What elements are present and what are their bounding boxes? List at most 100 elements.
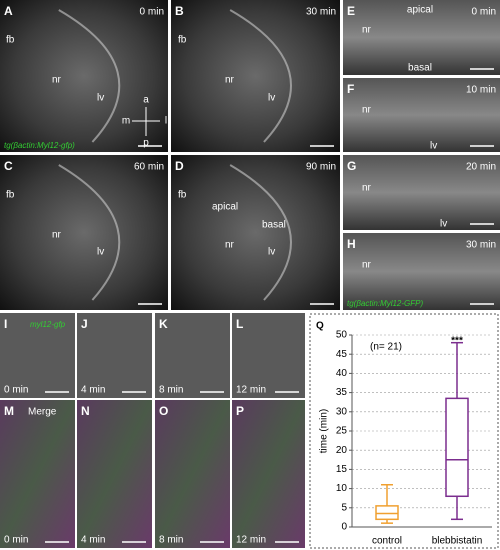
- micrograph: [77, 313, 152, 398]
- box: [375, 505, 399, 521]
- micrograph: [232, 313, 305, 398]
- time-label: 0 min: [4, 385, 28, 396]
- panel-letter: C: [4, 159, 13, 173]
- panel-letter: E: [347, 4, 355, 18]
- region-label: lv: [430, 141, 437, 152]
- time-label: 0 min: [472, 7, 496, 18]
- y-tick-label: 25: [336, 426, 348, 437]
- panel-letter: A: [4, 4, 13, 18]
- region-label: nr: [362, 260, 372, 271]
- region-label: nr: [225, 75, 235, 86]
- region-label: lv: [268, 247, 275, 258]
- genotype-label: tg(βactin:Myl12-gfp): [4, 141, 75, 150]
- micrograph: [343, 0, 500, 75]
- region-label: nr: [52, 75, 62, 86]
- panel-letter: L: [236, 317, 243, 331]
- panel-letter: O: [159, 404, 168, 418]
- micrograph: [343, 78, 500, 152]
- y-tick-label: 50: [336, 330, 348, 341]
- tissue-outline: [58, 164, 121, 301]
- time-label: 90 min: [306, 162, 336, 173]
- y-tick-label: 40: [336, 368, 348, 379]
- y-tick-label: 35: [336, 387, 348, 398]
- region-label: myl12-gfp: [30, 320, 66, 329]
- y-tick-label: 0: [341, 522, 347, 533]
- micrograph: [343, 155, 500, 230]
- y-tick-label: 5: [341, 502, 347, 513]
- x-tick-label: blebbistatin: [432, 536, 483, 547]
- micrograph: [0, 155, 168, 310]
- panel-letter: I: [4, 317, 7, 331]
- time-label: 8 min: [159, 385, 183, 396]
- panel-letter: K: [159, 317, 168, 331]
- tissue-outline: [58, 9, 121, 143]
- panel-letter: P: [236, 404, 244, 418]
- micrograph: [0, 313, 75, 398]
- tissue-outline: [229, 164, 292, 301]
- panel-letter: B: [175, 4, 184, 18]
- x-tick-label: control: [372, 536, 402, 547]
- region-label: fb: [178, 35, 187, 46]
- genotype-label: tg(βactin:Myl12-GFP): [347, 299, 423, 308]
- panel-letter: G: [347, 159, 356, 173]
- region-label: nr: [362, 183, 372, 194]
- micrograph: [171, 0, 340, 152]
- micrograph: [171, 155, 340, 310]
- region-label: Merge: [28, 407, 57, 418]
- region-label: p: [143, 138, 149, 149]
- y-tick-label: 15: [336, 464, 348, 475]
- time-label: 30 min: [466, 240, 496, 251]
- region-label: lv: [440, 219, 447, 230]
- micrograph: [155, 400, 230, 548]
- y-tick-label: 30: [336, 406, 348, 417]
- region-label: nr: [225, 240, 235, 251]
- region-label: lv: [97, 93, 104, 104]
- time-label: 12 min: [236, 385, 266, 396]
- panel-letter: Q: [316, 321, 324, 332]
- region-label: m: [122, 116, 130, 127]
- region-label: basal: [262, 220, 286, 231]
- y-tick-label: 10: [336, 483, 348, 494]
- time-label: 12 min: [236, 535, 266, 546]
- time-label: 0 min: [140, 7, 164, 18]
- region-label: lv: [97, 247, 104, 258]
- time-label: 30 min: [306, 7, 336, 18]
- region-label: fb: [178, 190, 187, 201]
- panel-letter: N: [81, 404, 90, 418]
- y-axis-label: time (min): [319, 409, 330, 453]
- y-tick-label: 20: [336, 445, 348, 456]
- panel-letter: M: [4, 404, 14, 418]
- micrograph: [77, 400, 152, 548]
- region-label: l: [165, 116, 167, 127]
- time-label: 4 min: [81, 535, 105, 546]
- panel-letter: J: [81, 317, 88, 331]
- time-label: 20 min: [466, 162, 496, 173]
- region-label: nr: [362, 25, 372, 36]
- annotation: ***: [451, 336, 463, 347]
- micrograph: [0, 400, 75, 548]
- time-label: 8 min: [159, 535, 183, 546]
- y-tick-label: 45: [336, 349, 348, 360]
- panel-letter: H: [347, 237, 356, 251]
- time-label: 60 min: [134, 162, 164, 173]
- panel-letter: D: [175, 159, 184, 173]
- time-label: 0 min: [4, 535, 28, 546]
- micrograph: [232, 400, 305, 548]
- micrograph: [155, 313, 230, 398]
- micrograph: [0, 0, 168, 152]
- region-label: nr: [52, 230, 62, 241]
- region-label: nr: [362, 105, 372, 116]
- region-label: fb: [6, 35, 15, 46]
- box: [445, 397, 469, 498]
- region-label: apical: [407, 5, 433, 16]
- region-label: apical: [212, 202, 238, 213]
- annotation: (n= 21): [370, 342, 402, 353]
- tissue-outline: [229, 9, 292, 143]
- region-label: basal: [408, 63, 432, 74]
- region-label: lv: [268, 93, 275, 104]
- region-label: fb: [6, 190, 15, 201]
- panel-letter: F: [347, 82, 354, 96]
